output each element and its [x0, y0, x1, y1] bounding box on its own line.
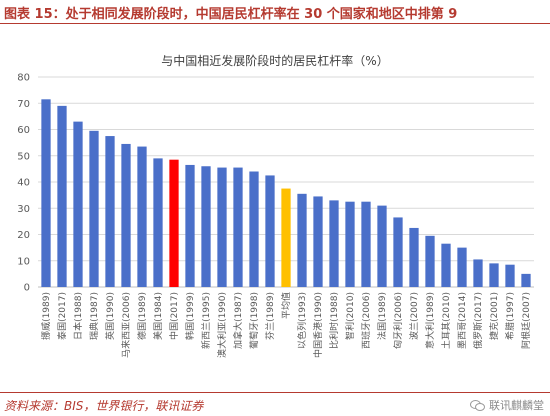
figure-title: 图表 15：处于相同发展阶段时，中国居民杠杆率在 30 个国家和地区中排第 9 [4, 7, 458, 22]
bar [185, 164, 195, 287]
x-tick-label: 澳大利亚(1990) [216, 292, 228, 358]
x-tick-label: 中国(2017) [168, 292, 180, 340]
bar [377, 205, 387, 287]
bar [89, 130, 99, 287]
chart-title: 与中国相近发展阶段时的居民杠杆率（%） [161, 54, 389, 68]
x-tick-label: 阿根廷(2007) [520, 292, 532, 349]
x-tick-label: 德国(1989) [136, 292, 148, 340]
x-tick-label: 瑞典(1987) [88, 292, 100, 340]
footer-bar: 资料来源：BIS，世界银行，联讯证券 联讯麒麟堂 [0, 392, 550, 416]
x-tick-label: 希腊(1997) [504, 292, 516, 340]
bar [153, 158, 163, 287]
x-tick-label: 泰国(2017) [56, 292, 68, 340]
bar [249, 171, 259, 287]
bar [521, 273, 531, 287]
bar [73, 121, 83, 287]
x-tick-label: 美国(1984) [152, 292, 164, 340]
y-tick-label: 80 [17, 73, 30, 84]
source-note: 资料来源：BIS，世界银行，联讯证券 [4, 399, 204, 413]
bar [345, 201, 355, 287]
bar [105, 136, 115, 287]
bar [297, 193, 307, 287]
bar [281, 188, 291, 287]
x-tick-label: 墨西哥(2014) [457, 292, 468, 349]
bar [201, 166, 211, 287]
x-tick-label: 匈牙利(2006) [392, 292, 404, 349]
bar [137, 146, 147, 287]
bar [505, 264, 515, 287]
bar [169, 159, 179, 287]
bar [233, 167, 243, 287]
x-tick-label: 葡萄牙(1998) [248, 292, 260, 349]
x-tick-label: 韩国(1999) [184, 292, 196, 340]
x-tick-label: 土耳其(2010) [440, 292, 452, 349]
bar [409, 227, 419, 287]
y-tick-label: 50 [17, 151, 30, 162]
x-tick-label: 新西兰(1995) [200, 292, 212, 349]
bar [329, 200, 339, 287]
x-tick-label: 西班牙(2006) [360, 292, 372, 349]
bar [457, 247, 467, 287]
bar [441, 243, 451, 287]
watermark: 联讯麒麟堂 [470, 397, 544, 413]
y-tick-label: 30 [17, 204, 30, 215]
x-tick-label: 挪威(1989) [40, 292, 52, 340]
bar [265, 175, 275, 287]
bar [217, 167, 227, 287]
bar [313, 196, 323, 287]
wechat-icon [470, 399, 485, 411]
bar [473, 259, 483, 287]
x-tick-label: 平均值 [280, 292, 292, 319]
y-tick-label: 0 [24, 283, 30, 294]
y-tick-label: 20 [17, 230, 30, 241]
bar-chart: 0 10 20 30 40 50 60 70 80 挪威(1989) 泰国(2017) 日本(1988… [17, 73, 534, 358]
x-tick-label: 日本(1988) [72, 292, 84, 340]
bar [57, 105, 67, 287]
watermark-label: 联讯麒麟堂 [489, 399, 544, 412]
x-tick-label: 马来西亚(2006) [121, 292, 132, 358]
x-tick-label: 中国香港(1990) [312, 292, 324, 358]
x-tick-label: 比利时(1988) [328, 292, 340, 349]
bar [361, 201, 371, 287]
bar [393, 217, 403, 287]
bar [489, 263, 499, 287]
y-tick-label: 10 [17, 256, 30, 267]
x-tick-label: 芬兰(1989) [264, 292, 276, 340]
y-tick-label: 60 [17, 125, 30, 136]
y-tick-label: 70 [17, 99, 30, 110]
x-tick-label: 俄罗斯(2017) [472, 292, 484, 349]
x-tick-label: 英国(1990) [104, 292, 116, 340]
x-tick-label: 以色列(1993) [296, 292, 308, 349]
y-tick-label: 40 [17, 178, 30, 189]
bar [121, 143, 131, 287]
bar [41, 99, 51, 287]
x-tick-label: 智利(2010) [344, 292, 356, 340]
bar [425, 235, 435, 287]
x-tick-label: 捷克(2001) [488, 292, 500, 340]
x-tick-label: 法国(1989) [376, 292, 388, 340]
x-tick-label: 加拿大(1987) [232, 292, 244, 349]
x-tick-label: 波兰(2007) [408, 292, 420, 340]
header-bar: 图表 15：处于相同发展阶段时，中国居民杠杆率在 30 个国家和地区中排第 9 [0, 0, 550, 24]
x-tick-label: 意大利(1989) [424, 292, 436, 349]
